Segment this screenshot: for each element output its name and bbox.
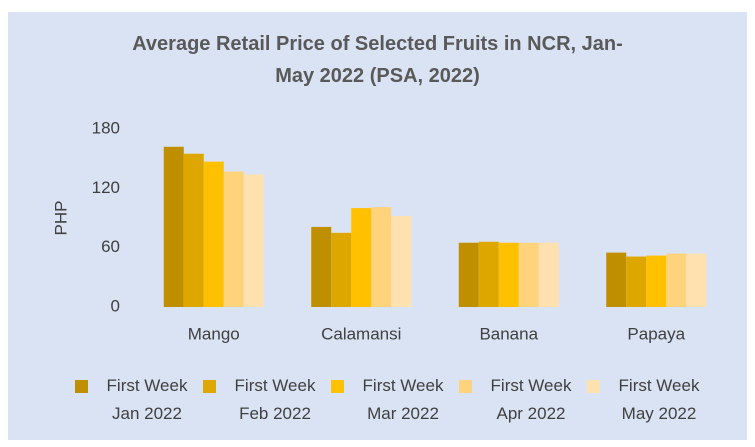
bar <box>391 216 412 307</box>
bar <box>371 207 392 307</box>
bar <box>223 171 244 307</box>
legend-swatch <box>587 380 600 393</box>
bar <box>538 242 559 307</box>
x-tick-label: Mango <box>188 324 240 343</box>
y-tick-label: 0 <box>111 296 120 315</box>
bar <box>498 242 519 307</box>
bar <box>351 208 372 307</box>
bar <box>686 253 707 307</box>
legend-label: First Week May 2022 <box>618 376 700 423</box>
legend-label: First Week Feb 2022 <box>234 376 316 423</box>
legend-label: First Week Mar 2022 <box>362 376 444 423</box>
bar <box>203 161 224 307</box>
legend-item: First Week Jan 2022 <box>75 372 203 428</box>
bar <box>606 252 627 307</box>
bar <box>183 153 204 307</box>
legend-swatch <box>203 380 216 393</box>
bar <box>646 255 667 307</box>
bar <box>331 232 352 307</box>
bar <box>666 253 687 307</box>
bar <box>626 256 647 307</box>
legend-swatch <box>459 380 472 393</box>
y-tick-label: 60 <box>101 237 120 256</box>
legend: First Week Jan 2022 First Week Feb 2022 Fi… <box>50 372 740 428</box>
legend-item: First Week Mar 2022 <box>331 372 459 428</box>
legend-swatch <box>75 380 88 393</box>
title-box: Average Retail Price of Selected Fruits … <box>132 33 623 87</box>
legend-item: First Week Apr 2022 <box>459 372 587 428</box>
x-tick-label: Banana <box>479 324 538 343</box>
legend-label: First Week Apr 2022 <box>490 376 572 423</box>
y-tick-label: 120 <box>92 178 120 197</box>
bar <box>243 174 264 307</box>
legend-item: First Week May 2022 <box>587 372 715 428</box>
legend-swatch <box>331 380 344 393</box>
y-axis-label: PHP <box>51 201 70 236</box>
y-tick-label: 180 <box>92 118 120 137</box>
legend-item: First Week Feb 2022 <box>203 372 331 428</box>
bar <box>478 241 499 307</box>
bar <box>518 242 539 307</box>
chart-title: Average Retail Price of Selected Fruits … <box>132 33 623 87</box>
x-tick-label: Calamansi <box>321 324 401 343</box>
x-tick-label: Papaya <box>627 324 685 343</box>
legend-label: First Week Jan 2022 <box>106 376 188 423</box>
bar <box>458 242 479 307</box>
bar <box>163 146 184 307</box>
bar <box>311 226 332 307</box>
